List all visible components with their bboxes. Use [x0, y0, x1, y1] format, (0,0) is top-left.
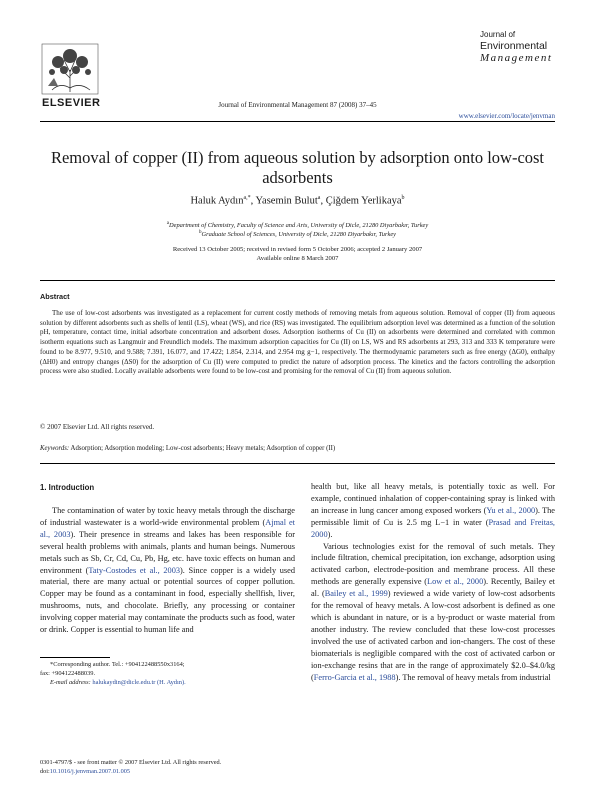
citation-link[interactable]: Low et al., 2000 — [427, 577, 484, 587]
keywords: Keywords: Adsorption; Adsorption modelin… — [40, 445, 335, 452]
elsevier-tree-logo — [41, 43, 99, 95]
page-footer: 0301-4797/$ - see front matter © 2007 El… — [40, 758, 221, 776]
journal-logo-line1: Journal of — [480, 30, 516, 39]
received-dates: Received 13 October 2005; received in re… — [172, 246, 423, 253]
affiliation-b-text: Graduate School of Sciences, University … — [201, 231, 397, 239]
right-paragraph-1: health but, like all heavy metals, is po… — [311, 481, 555, 541]
email-link[interactable]: halukaydin@dicle.edu.tr (H. Aydın). — [92, 679, 186, 686]
abstract-copyright: © 2007 Elsevier Ltd. All rights reserved… — [40, 423, 155, 431]
footnote-rule — [40, 657, 110, 658]
online-date: Available online 8 March 2007 — [256, 255, 339, 262]
keywords-label: Keywords: — [40, 445, 70, 452]
author-2: Yasemin Bulut — [255, 195, 318, 207]
right-text-7: ). The removal of heavy metals from indu… — [395, 672, 551, 682]
citation-link[interactable]: Bailey et al., 1999 — [324, 589, 388, 599]
corresponding-author-footnote: *Corresponding author. Tel.: +9041224885… — [40, 660, 295, 687]
journal-url-link[interactable]: www.elsevier.com/locate/jenvman — [458, 112, 555, 120]
right-column: health but, like all heavy metals, is po… — [311, 481, 555, 683]
journal-logo-line2: Environmental — [480, 40, 548, 52]
author-3-sup: b — [401, 195, 405, 201]
article-dates: Received 13 October 2005; received in re… — [40, 245, 555, 263]
author-list: Haluk Aydına,*, Yasemin Buluta, Çiğdem Y… — [190, 195, 405, 207]
abstract-heading: Abstract — [40, 292, 70, 301]
right-text-5: ). Recently, Bailey et al. ( — [311, 577, 555, 599]
author-3: Çiğdem Yerlikaya — [325, 195, 402, 207]
citation-link[interactable]: Ferro-Garcia et al., 1988 — [313, 672, 396, 682]
section-heading-introduction: 1. Introduction — [40, 483, 95, 492]
right-text-1: health but, like all heavy metals, is po… — [311, 482, 555, 515]
citation-link[interactable]: Taty-Costodes et al., 2003 — [88, 565, 180, 575]
affiliation-b-sup: b — [198, 230, 202, 235]
email-label: E-mail address: — [50, 679, 91, 686]
abstract-text: The use of low-cost adsorbents was inves… — [40, 309, 555, 376]
right-text-6: ) reviewed a wide variety of low-cost ad… — [311, 589, 555, 682]
doi-label: doi: — [40, 768, 50, 775]
journal-citation: Journal of Environmental Management 87 (… — [218, 101, 377, 109]
abstract-bottom-rule — [40, 463, 555, 464]
author-1: Haluk Aydın — [190, 195, 244, 207]
journal-logo: Journal of Environmental Management — [480, 30, 555, 65]
issn-line: 0301-4797/$ - see front matter © 2007 El… — [40, 759, 222, 766]
article-title: Removal of copper (II) from aqueous solu… — [50, 148, 545, 187]
journal-logo-line3: Management — [480, 52, 553, 64]
abstract-top-rule — [40, 280, 555, 281]
header-divider — [40, 121, 555, 122]
right-text-3: ). — [327, 529, 333, 539]
doi-link[interactable]: 10.1016/j.jenvman.2007.01.005 — [49, 768, 131, 775]
intro-text-3: ). Since copper is a widely used materia… — [40, 565, 295, 635]
right-text-4: Various technologies exist for the remov… — [311, 541, 555, 587]
right-paragraph-2: Various technologies exist for the remov… — [311, 541, 555, 684]
affiliation-b: bGraduate School of Sciences, University… — [40, 230, 555, 238]
affiliation-a-sup: a — [166, 221, 170, 226]
right-text-2: ). The permissible limit of Cu is 2.5 mg… — [311, 505, 555, 527]
footnote-line-1: *Corresponding author. Tel.: +9041224885… — [50, 661, 185, 668]
keywords-list: Adsorption; Adsorption modeling; Low-cos… — [70, 445, 336, 452]
citation-link[interactable]: Yu et al., 2000 — [486, 505, 536, 515]
citation-link[interactable]: Prasad and Freitas, 2000 — [311, 517, 556, 539]
affiliation-a: aDepartment of Chemistry, Faculty of Sci… — [40, 221, 555, 229]
author-1-sup: a,* — [243, 195, 251, 201]
citation-link[interactable]: Ajmal et al., 2003 — [40, 517, 295, 539]
footnote-line-2: fax: +904122488039. — [40, 670, 96, 677]
intro-text-2: ). Their presence in streams and lakes h… — [40, 529, 295, 575]
intro-paragraph-1: The contamination of water by toxic heav… — [40, 505, 295, 636]
intro-text-1: The contamination of water by toxic heav… — [40, 506, 295, 527]
author-2-sup: a — [317, 195, 321, 201]
publisher-name: ELSEVIER — [42, 97, 101, 109]
affiliation-a-text: Department of Chemistry, Faculty of Scie… — [169, 222, 429, 230]
